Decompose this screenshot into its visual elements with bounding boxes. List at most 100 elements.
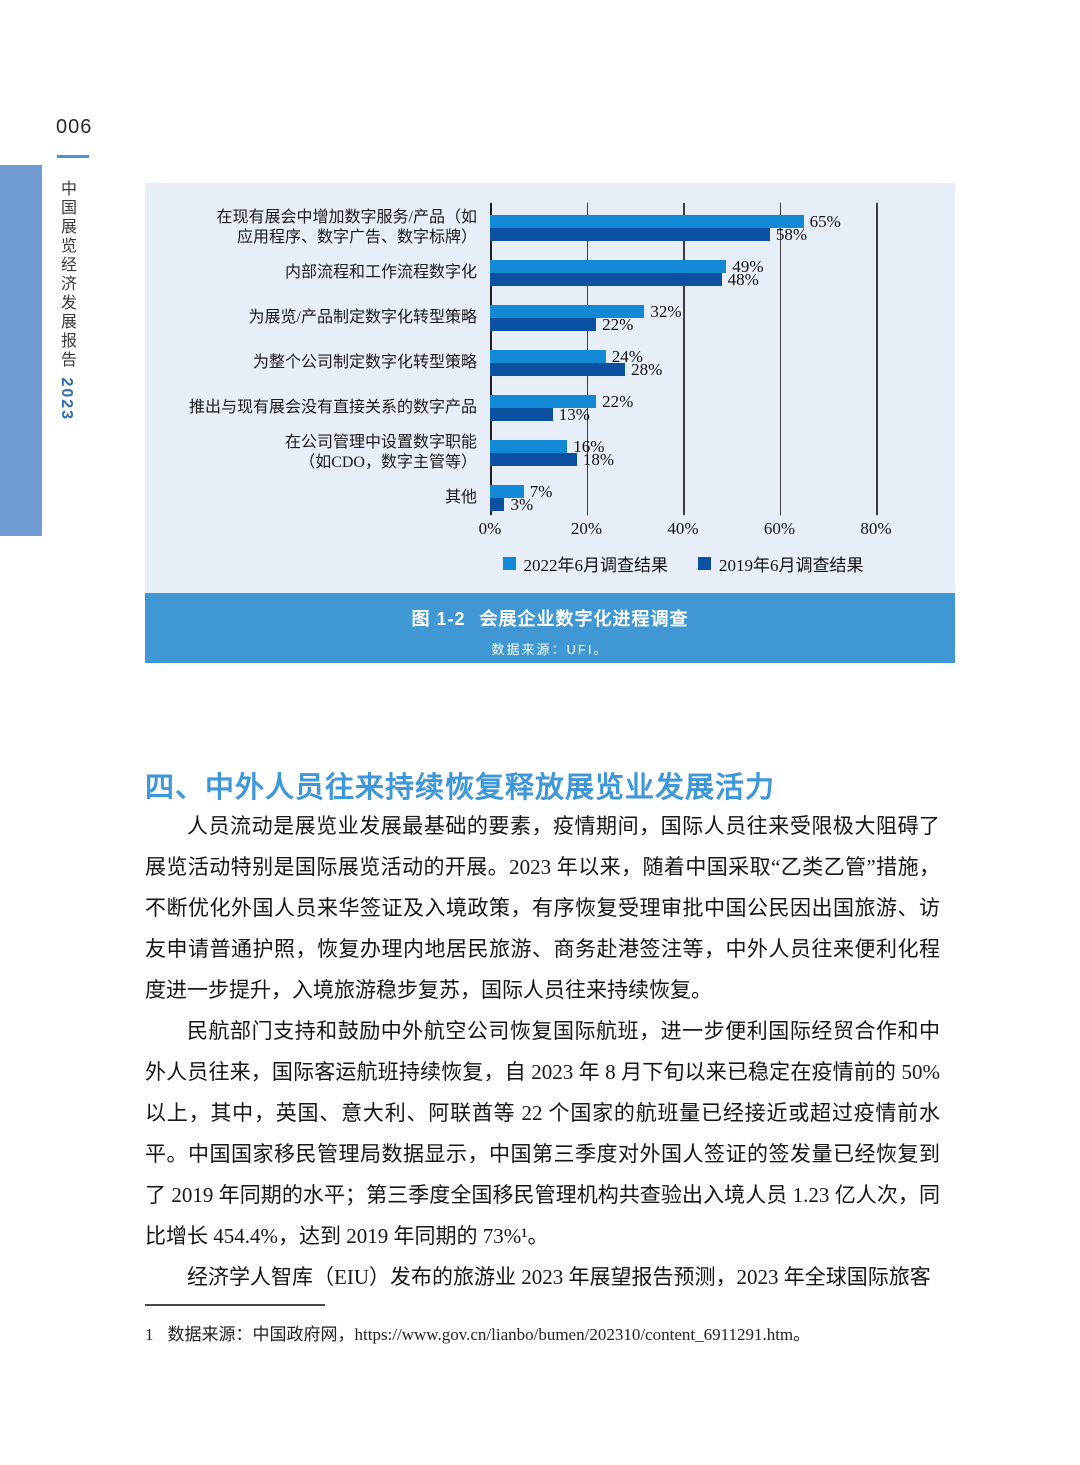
bar xyxy=(490,305,645,318)
category-label: 为展览/产品制定数字化转型策略 xyxy=(248,309,477,326)
category-label: 为整个公司制定数字化转型策略 xyxy=(252,354,477,371)
chart-category-group: 为整个公司制定数字化转型策略 24% 28% xyxy=(145,347,955,395)
bar-row: 24% xyxy=(490,347,662,366)
bar-value-label: 16% xyxy=(573,437,605,456)
bar-row: 32% xyxy=(490,302,682,321)
x-axis-tick-label: 60% xyxy=(763,519,796,538)
category-label: 其他 xyxy=(444,489,477,506)
bar xyxy=(490,498,505,511)
bar-row: 48% xyxy=(490,270,764,289)
x-axis-tick-label: 20% xyxy=(570,519,603,538)
paragraph: 经济学人智库（EIU）发布的旅游业 2023 年展望报告预测，2023 年全球国… xyxy=(187,1265,931,1289)
gridline xyxy=(779,203,781,515)
bar-value-label: 7% xyxy=(529,482,553,501)
gridline xyxy=(683,203,685,515)
chart-legend: 2022年6月调查结果 2019年6月调查结果 xyxy=(490,551,876,576)
category-bars: 22% 13% xyxy=(490,392,634,424)
section-heading: 四、中外人员往来持续恢复释放展览业发展活力 xyxy=(145,772,776,805)
bar xyxy=(490,273,722,286)
bar xyxy=(490,215,804,228)
page-number: 006 xyxy=(56,116,93,138)
figure-caption-title: 图 1-2 会展企业数字化进程调查 xyxy=(145,593,955,631)
bar-row: 7% xyxy=(490,482,553,501)
legend-swatch xyxy=(698,557,711,570)
category-bars: 32% 22% xyxy=(490,302,682,334)
chart-category-group: 推出与现有展会没有直接关系的数字产品 22% 13% xyxy=(145,392,955,440)
figure-panel: 在现有展会中增加数字服务/产品（如 应用程序、数字广告、数字标牌） 65% 58% 内… xyxy=(145,183,955,663)
category-bars: 65% 58% xyxy=(490,212,841,244)
legend-label: 2022年6月调查结果 xyxy=(523,556,669,575)
footnote-divider xyxy=(145,1304,325,1306)
bar xyxy=(490,440,568,453)
bar-row: 22% xyxy=(490,392,634,411)
body-text: 人员流动是展览业发展最基础的要素，疫情期间，国际人员往来受限极大阻碍了展览活动特… xyxy=(145,806,940,1298)
sidebar-title-year: 2023 xyxy=(58,377,75,422)
bar-value-label: 58% xyxy=(775,225,808,244)
bar xyxy=(490,408,553,421)
bar-chart: 在现有展会中增加数字服务/产品（如 应用程序、数字广告、数字标牌） 65% 58% 内… xyxy=(145,183,955,593)
chart-x-axis: 0% 20% 40% 60% 80% xyxy=(479,519,892,541)
footnote-text[interactable]: 数据来源：中国政府网，https://www.gov.cn/lianbo/bum… xyxy=(167,1325,811,1344)
page-number-rule xyxy=(57,155,89,158)
footnote: 1 数据来源：中国政府网，https://www.gov.cn/lianbo/bu… xyxy=(145,1320,955,1345)
category-bars: 7% 3% xyxy=(490,482,553,514)
bar-value-label: 48% xyxy=(727,270,759,289)
bar-value-label: 28% xyxy=(631,360,663,379)
category-label: 内部流程和工作流程数字化 xyxy=(284,264,477,281)
bar xyxy=(490,453,577,466)
chart-category-group: 在公司管理中设置数字职能 （如CDO，数字主管等） 16% 18% xyxy=(145,434,955,485)
figure-caption-band: 图 1-2 会展企业数字化进程调查 数据来源：UFI。 xyxy=(145,593,955,663)
bar-row: 22% xyxy=(490,315,682,334)
bar-value-label: 24% xyxy=(611,347,643,366)
x-axis-tick-label: 80% xyxy=(860,519,892,538)
figure-number: 图 1-2 xyxy=(411,609,466,629)
bar xyxy=(490,260,727,273)
bar-value-label: 49% xyxy=(732,257,764,276)
category-bars: 49% 48% xyxy=(490,257,764,289)
bar-row: 49% xyxy=(490,257,764,276)
gridline xyxy=(876,203,878,515)
bar-row: 13% xyxy=(490,405,633,424)
bar xyxy=(490,350,606,363)
bar xyxy=(490,363,626,376)
bar-row: 58% xyxy=(490,225,841,244)
figure-source: 数据来源：UFI。 xyxy=(491,642,609,657)
bar-value-label: 3% xyxy=(510,495,534,514)
chart-category-group: 其他 7% 3% xyxy=(145,482,955,530)
bar xyxy=(490,228,770,241)
bar-row: 18% xyxy=(490,450,615,469)
category-label: 推出与现有展会没有直接关系的数字产品 xyxy=(188,399,477,416)
bar-value-label: 22% xyxy=(602,392,634,411)
bar xyxy=(490,395,597,408)
chart-category-group: 为展览/产品制定数字化转型策略 32% 22% xyxy=(145,302,955,350)
figure-title-text: 会展企业数字化进程调查 xyxy=(479,609,689,629)
bar-value-label: 32% xyxy=(650,302,682,321)
chart-category-group: 内部流程和工作流程数字化 49% 48% xyxy=(145,257,955,305)
bar-row: 28% xyxy=(490,360,663,379)
bar-row: 16% xyxy=(490,437,614,456)
bar xyxy=(490,318,597,331)
legend-item: 2022年6月调查结果 xyxy=(502,551,669,576)
sidebar-report-title: 中国展览经济发展报告 2023 xyxy=(54,180,78,421)
legend-swatch xyxy=(502,557,516,570)
legend-item: 2019年6月调查结果 xyxy=(698,551,864,576)
footnote-marker: 1 xyxy=(145,1325,154,1344)
category-label: 在公司管理中设置数字职能 （如CDO，数字主管等） xyxy=(284,434,477,471)
bar-value-label: 65% xyxy=(809,212,841,231)
paragraph: 民航部门支持和鼓励中外航空公司恢复国际航班，进一步便利国际经贸合作和中外人员往来… xyxy=(145,1019,940,1248)
sidebar-title-text: 中国展览经济发展报告 xyxy=(58,180,75,370)
legend-label: 2019年6月调查结果 xyxy=(719,556,864,575)
bar-value-label: 22% xyxy=(602,315,634,334)
bar-value-label: 18% xyxy=(582,450,615,469)
chart-category-group: 在现有展会中增加数字服务/产品（如 应用程序、数字广告、数字标牌） 65% 58% xyxy=(145,209,955,260)
category-label: 在现有展会中增加数字服务/产品（如 应用程序、数字广告、数字标牌） xyxy=(216,209,477,246)
bar-value-label: 13% xyxy=(558,405,590,424)
x-axis-tick-label: 0% xyxy=(478,519,502,538)
bar xyxy=(490,485,524,498)
x-axis-tick-label: 40% xyxy=(667,519,699,538)
bar-row: 3% xyxy=(490,495,552,514)
category-bars: 16% 18% xyxy=(490,437,615,469)
bar-row: 65% xyxy=(490,212,841,231)
category-bars: 24% 28% xyxy=(490,347,663,379)
